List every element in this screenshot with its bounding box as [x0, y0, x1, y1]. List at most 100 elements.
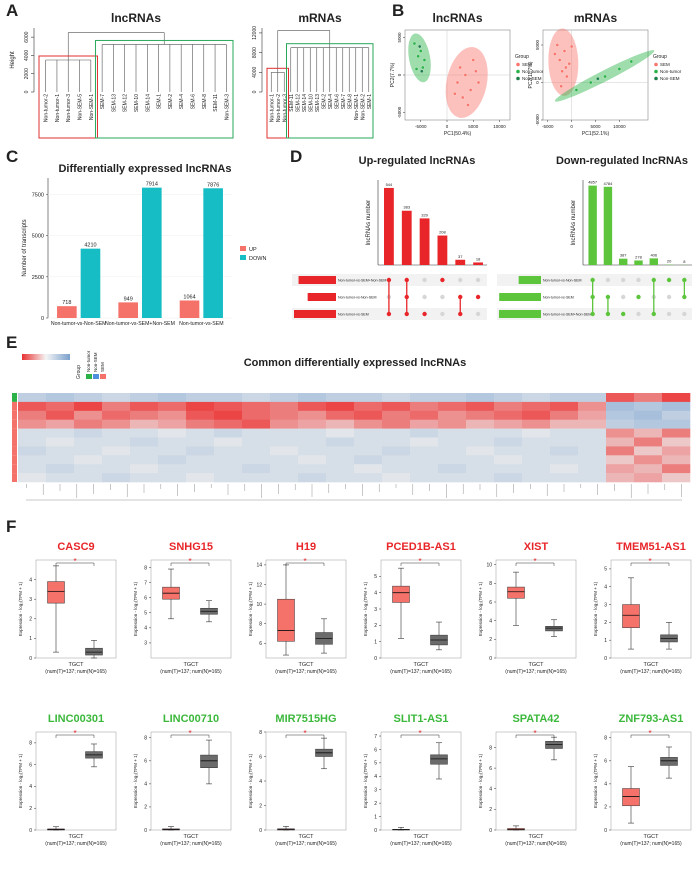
- y-tick-label: 5000: [535, 39, 540, 50]
- y-tick-label: 3: [604, 602, 607, 608]
- y-tick-label: 4000: [252, 67, 258, 78]
- matrix-dot: [475, 311, 481, 317]
- chart-title: XIST: [524, 541, 549, 553]
- value-label: 383: [403, 205, 410, 210]
- leaf-label: SEM-14: [145, 94, 151, 112]
- point: [617, 67, 622, 71]
- x-axis-label: TGCT: [644, 662, 660, 668]
- plot-frame: [35, 559, 117, 659]
- heat-cell: [578, 393, 607, 403]
- x-tick-label: 5000: [468, 124, 479, 129]
- bar: [455, 259, 466, 265]
- heat-cell: [186, 401, 215, 412]
- plot-frame: [150, 731, 232, 831]
- sample-note: (num(T)=137; num(N)=165): [160, 669, 222, 675]
- y-axis-label: lncRNAs number: [571, 200, 577, 245]
- point: [412, 41, 417, 46]
- y-tick-label: 6: [144, 759, 147, 765]
- y-axis-label: PC2(11.7%): [528, 61, 534, 88]
- plot-frame: [610, 731, 692, 831]
- heat-cell: [662, 419, 691, 429]
- heat-cell: [298, 393, 327, 403]
- heat-cell: [158, 393, 187, 403]
- matrix-dot: [682, 311, 687, 317]
- box: [622, 788, 640, 807]
- leaf-label: Non-SEM-1: [89, 94, 95, 120]
- legend-swatch: [240, 246, 246, 251]
- heat-cell: [270, 419, 299, 429]
- leaf-label: Non-SEM-5: [78, 94, 84, 120]
- y-tick-label: 2: [259, 803, 262, 809]
- bar: [118, 302, 138, 318]
- bar: [619, 258, 628, 265]
- heat-cell: [270, 401, 299, 412]
- heat-cell: [242, 464, 271, 474]
- heat-cell: [74, 464, 103, 474]
- heat-cell: [410, 473, 439, 483]
- y-tick-label: 10: [486, 562, 492, 568]
- leaf-label: SEM-11: [289, 94, 295, 112]
- leaf-label: SEM-1: [157, 94, 163, 110]
- sig-label: *: [303, 729, 306, 738]
- panel-label: D: [290, 147, 302, 166]
- bar: [588, 185, 597, 265]
- set-label: Non-tumor-vs-SEM: [543, 296, 574, 300]
- matrix-dot: [636, 311, 641, 317]
- heat-cell: [158, 428, 187, 438]
- chart-title: CASC9: [57, 541, 94, 553]
- point: [422, 58, 427, 62]
- cluster-box: [94, 39, 234, 139]
- heat-cell: [410, 464, 439, 474]
- matrix-dot: [621, 277, 626, 283]
- panel-label: A: [6, 1, 18, 20]
- leaf-label: SEM-13: [111, 94, 117, 112]
- y-tick-label: 0: [252, 90, 258, 93]
- sig-bracket: [285, 562, 325, 566]
- y-tick-label: 4: [29, 784, 32, 790]
- legend-swatch: [654, 76, 658, 81]
- heat-cell: [298, 455, 327, 465]
- heat-cell: [242, 446, 271, 456]
- heat-cell: [130, 419, 159, 429]
- heat-cell: [410, 446, 439, 456]
- legend-label: SEM: [660, 62, 670, 67]
- sig-bracket: [630, 734, 670, 738]
- heat-cell: [214, 401, 243, 412]
- leaf-label: SEM-1: [367, 94, 373, 110]
- sample-note: (num(T)=137; num(N)=165): [505, 669, 567, 675]
- heat-cell: [242, 455, 271, 465]
- heat-cell: [46, 419, 75, 429]
- point: [562, 49, 567, 53]
- x-axis-label: PC1(50.4%): [444, 131, 472, 137]
- y-axis-label: Expression - log₂(TPM + 1): [363, 581, 368, 636]
- chart-title: Down-regulated lncRNAs: [556, 155, 688, 167]
- heat-cell: [326, 464, 355, 474]
- heat-cell: [46, 393, 75, 403]
- leaf-label: SEM-4: [179, 94, 185, 110]
- y-axis-label: PC2(7.7%): [390, 62, 396, 87]
- heat-cell: [242, 393, 271, 403]
- matrix-dot: [621, 311, 626, 317]
- panel-label: B: [392, 1, 404, 20]
- legend-label: SEM: [100, 362, 105, 372]
- legend-label: Non-tumor: [522, 69, 544, 74]
- set-size-bar: [518, 276, 541, 284]
- heat-cell: [550, 464, 579, 474]
- x-axis-label: TGCT: [69, 662, 85, 668]
- heat-cell: [298, 401, 327, 412]
- heat-cell: [662, 410, 691, 420]
- x-axis-label: TGCT: [529, 834, 545, 840]
- y-axis-label: Expression - log₂(TPM + 1): [133, 581, 138, 636]
- leaf-label: Non-tumor-2: [44, 94, 50, 122]
- heat-cell: [18, 410, 47, 420]
- value-label: 7914: [146, 182, 158, 188]
- matrix-dot: [440, 311, 445, 317]
- point: [418, 49, 423, 53]
- y-tick-label: 8: [489, 581, 492, 587]
- sig-label: *: [533, 729, 536, 738]
- heat-cell: [550, 410, 579, 420]
- leaf-label: SEM-12: [123, 94, 129, 112]
- leaf-label: SEM-8: [202, 94, 208, 110]
- legend-swatch: [516, 62, 520, 67]
- heat-cell: [270, 410, 299, 420]
